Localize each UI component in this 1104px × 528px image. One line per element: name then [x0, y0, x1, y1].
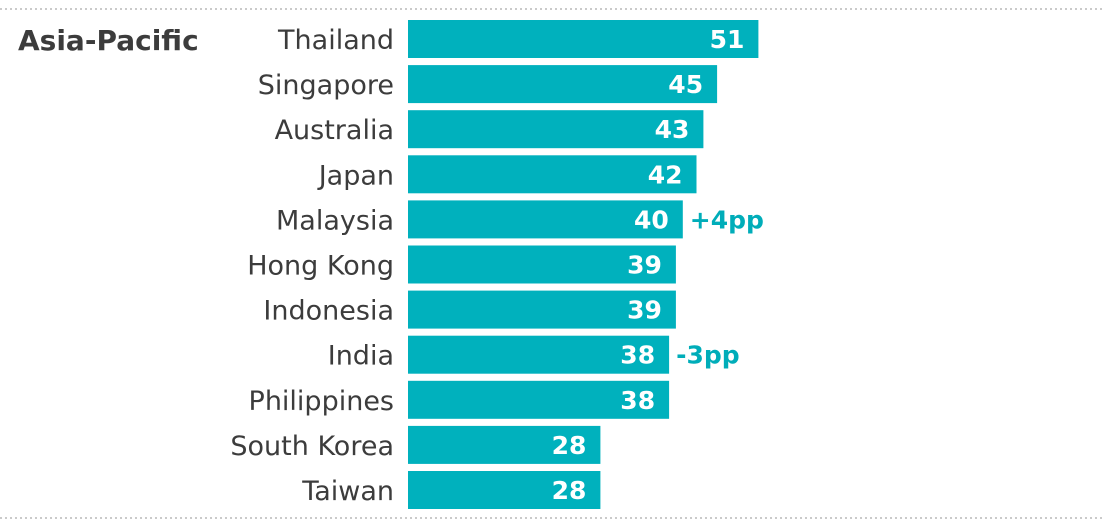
- value-label-australia: 43: [655, 115, 690, 144]
- category-label-australia: Australia: [275, 115, 394, 146]
- value-label-hong-kong: 39: [627, 251, 662, 280]
- category-label-hong-kong: Hong Kong: [247, 251, 394, 282]
- bar-india: [408, 335, 670, 374]
- bar-hong-kong: [408, 245, 676, 284]
- category-label-malaysia: Malaysia: [276, 205, 394, 236]
- category-label-singapore: Singapore: [258, 70, 394, 101]
- value-label-malaysia: 40: [634, 205, 669, 234]
- value-label-japan: 42: [648, 160, 683, 189]
- value-label-south-korea: 28: [552, 431, 587, 460]
- category-label-indonesia: Indonesia: [263, 296, 394, 327]
- category-label-taiwan: Taiwan: [301, 476, 394, 507]
- value-label-india: 38: [620, 341, 655, 370]
- value-label-taiwan: 28: [552, 476, 587, 505]
- value-label-indonesia: 39: [627, 296, 662, 325]
- bars-group: Thailand 51 Singapore 45 Australia 43 Japan 42 M…: [230, 20, 764, 509]
- category-label-south-korea: South Korea: [230, 431, 394, 462]
- bar-philippines: [408, 380, 670, 419]
- category-label-japan: Japan: [317, 160, 394, 191]
- category-label-philippines: Philippines: [249, 386, 394, 417]
- value-label-philippines: 38: [620, 386, 655, 415]
- value-label-singapore: 45: [668, 70, 703, 99]
- value-label-thailand: 51: [710, 25, 745, 54]
- bar-taiwan: [408, 471, 601, 509]
- category-label-thailand: Thailand: [277, 25, 394, 56]
- category-label-india: India: [328, 341, 394, 372]
- bar-singapore: [408, 65, 718, 104]
- bar-japan: [408, 155, 697, 194]
- bar-indonesia: [408, 290, 676, 329]
- annotation-india: -3pp: [676, 341, 740, 370]
- bar-thailand: [408, 20, 759, 58]
- region-label: Asia-Pacific: [18, 24, 199, 57]
- bar-malaysia: [408, 200, 683, 239]
- bar-australia: [408, 110, 704, 149]
- annotation-malaysia: +4pp: [690, 205, 764, 234]
- bar-south-korea: [408, 425, 601, 464]
